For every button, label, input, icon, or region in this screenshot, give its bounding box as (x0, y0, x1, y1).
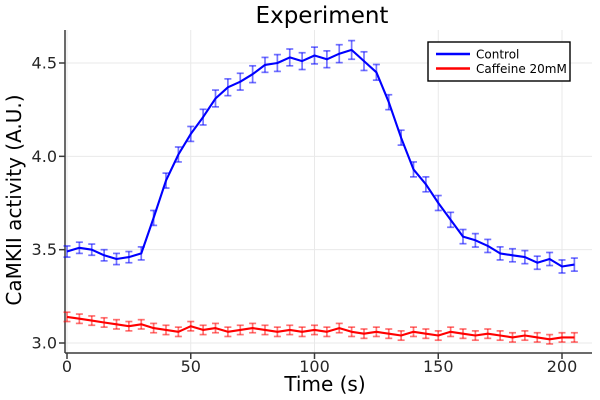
data-series (63, 39, 578, 345)
chart-title: Experiment (256, 3, 389, 29)
axes: 0 50 100 150 200 3.0 3.5 4.0 4.5 (32, 30, 592, 376)
x-tick-label: 50 (181, 357, 201, 376)
y-tick-label: 4.5 (32, 54, 57, 73)
x-axis-label: Time (s) (283, 372, 365, 396)
x-tick-label: 200 (547, 357, 578, 376)
y-axis-label: CaMKII activity (A.U.) (2, 94, 26, 305)
caffeine-20mm-line (66, 315, 575, 341)
y-tick-label: 4.0 (32, 147, 57, 166)
x-tick-label: 150 (423, 357, 454, 376)
legend-box (427, 41, 571, 82)
y-tick-label: 3.5 (32, 240, 57, 259)
control-line (66, 48, 575, 268)
caffeine-20mm-error-bars (63, 311, 578, 345)
x-tick-label: 100 (299, 357, 330, 376)
legend-label-control: Control (476, 48, 519, 62)
legend-label-caffeine-20mm: Caffeine 20mM (476, 62, 567, 76)
y-tick-label: 3.0 (32, 334, 57, 353)
x-tick-label: 0 (62, 357, 72, 376)
